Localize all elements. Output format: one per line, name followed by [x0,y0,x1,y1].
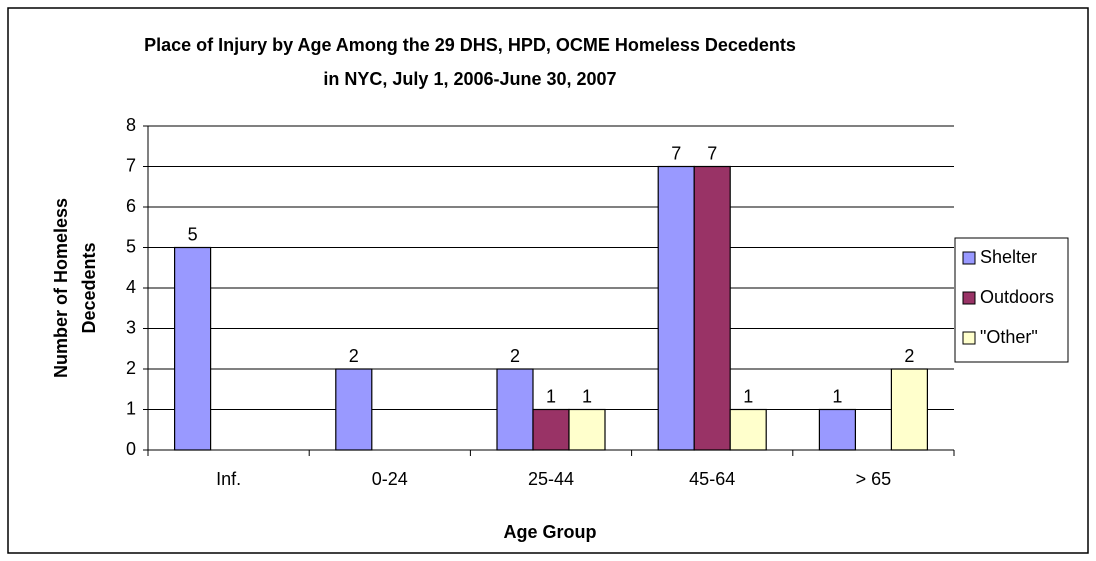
legend-swatch [962,291,976,305]
y-tick-label: 3 [126,317,136,337]
data-label: 5 [188,224,198,244]
legend-swatch [962,251,976,265]
bar [729,408,767,451]
data-label: 2 [904,346,914,366]
chart-title: Place of Injury by Age Among the 29 DHS,… [144,35,796,55]
data-label: 1 [832,386,842,406]
x-tick-label: 25-44 [528,469,574,489]
data-label: 2 [349,346,359,366]
data-label: 1 [546,386,556,406]
x-tick-label: 0-24 [372,469,408,489]
y-tick-label: 0 [126,439,136,459]
bar [335,368,373,451]
y-tick-label: 6 [126,196,136,216]
legend-label: Shelter [980,247,1037,267]
y-tick-label: 4 [126,277,136,297]
y-tick-label: 8 [126,115,136,135]
bar [657,165,695,451]
legend-label: Outdoors [980,287,1054,307]
bar [693,165,731,451]
x-tick-label: Inf. [216,469,241,489]
bar [532,408,570,451]
y-tick-label: 2 [126,358,136,378]
bar [818,408,857,451]
data-label: 7 [671,143,681,163]
y-axis-label: Number of Homeless [51,198,71,378]
bar [890,368,929,451]
x-tick-label: 45-64 [689,469,735,489]
x-axis-label: Age Group [504,522,597,542]
x-tick-label: > 65 [856,469,892,489]
data-label: 1 [743,386,753,406]
data-label: 2 [510,346,520,366]
y-tick-label: 7 [126,155,136,175]
y-tick-label: 1 [126,398,136,418]
bar [568,408,606,451]
y-axis-label: Decedents [79,242,99,333]
bar [496,368,534,451]
legend-label: "Other" [980,327,1038,347]
data-label: 7 [707,143,717,163]
legend-swatch [962,331,976,345]
bar [174,246,212,451]
chart-title: in NYC, July 1, 2006-June 30, 2007 [323,69,616,89]
y-tick-label: 5 [126,236,136,256]
data-label: 1 [582,386,592,406]
